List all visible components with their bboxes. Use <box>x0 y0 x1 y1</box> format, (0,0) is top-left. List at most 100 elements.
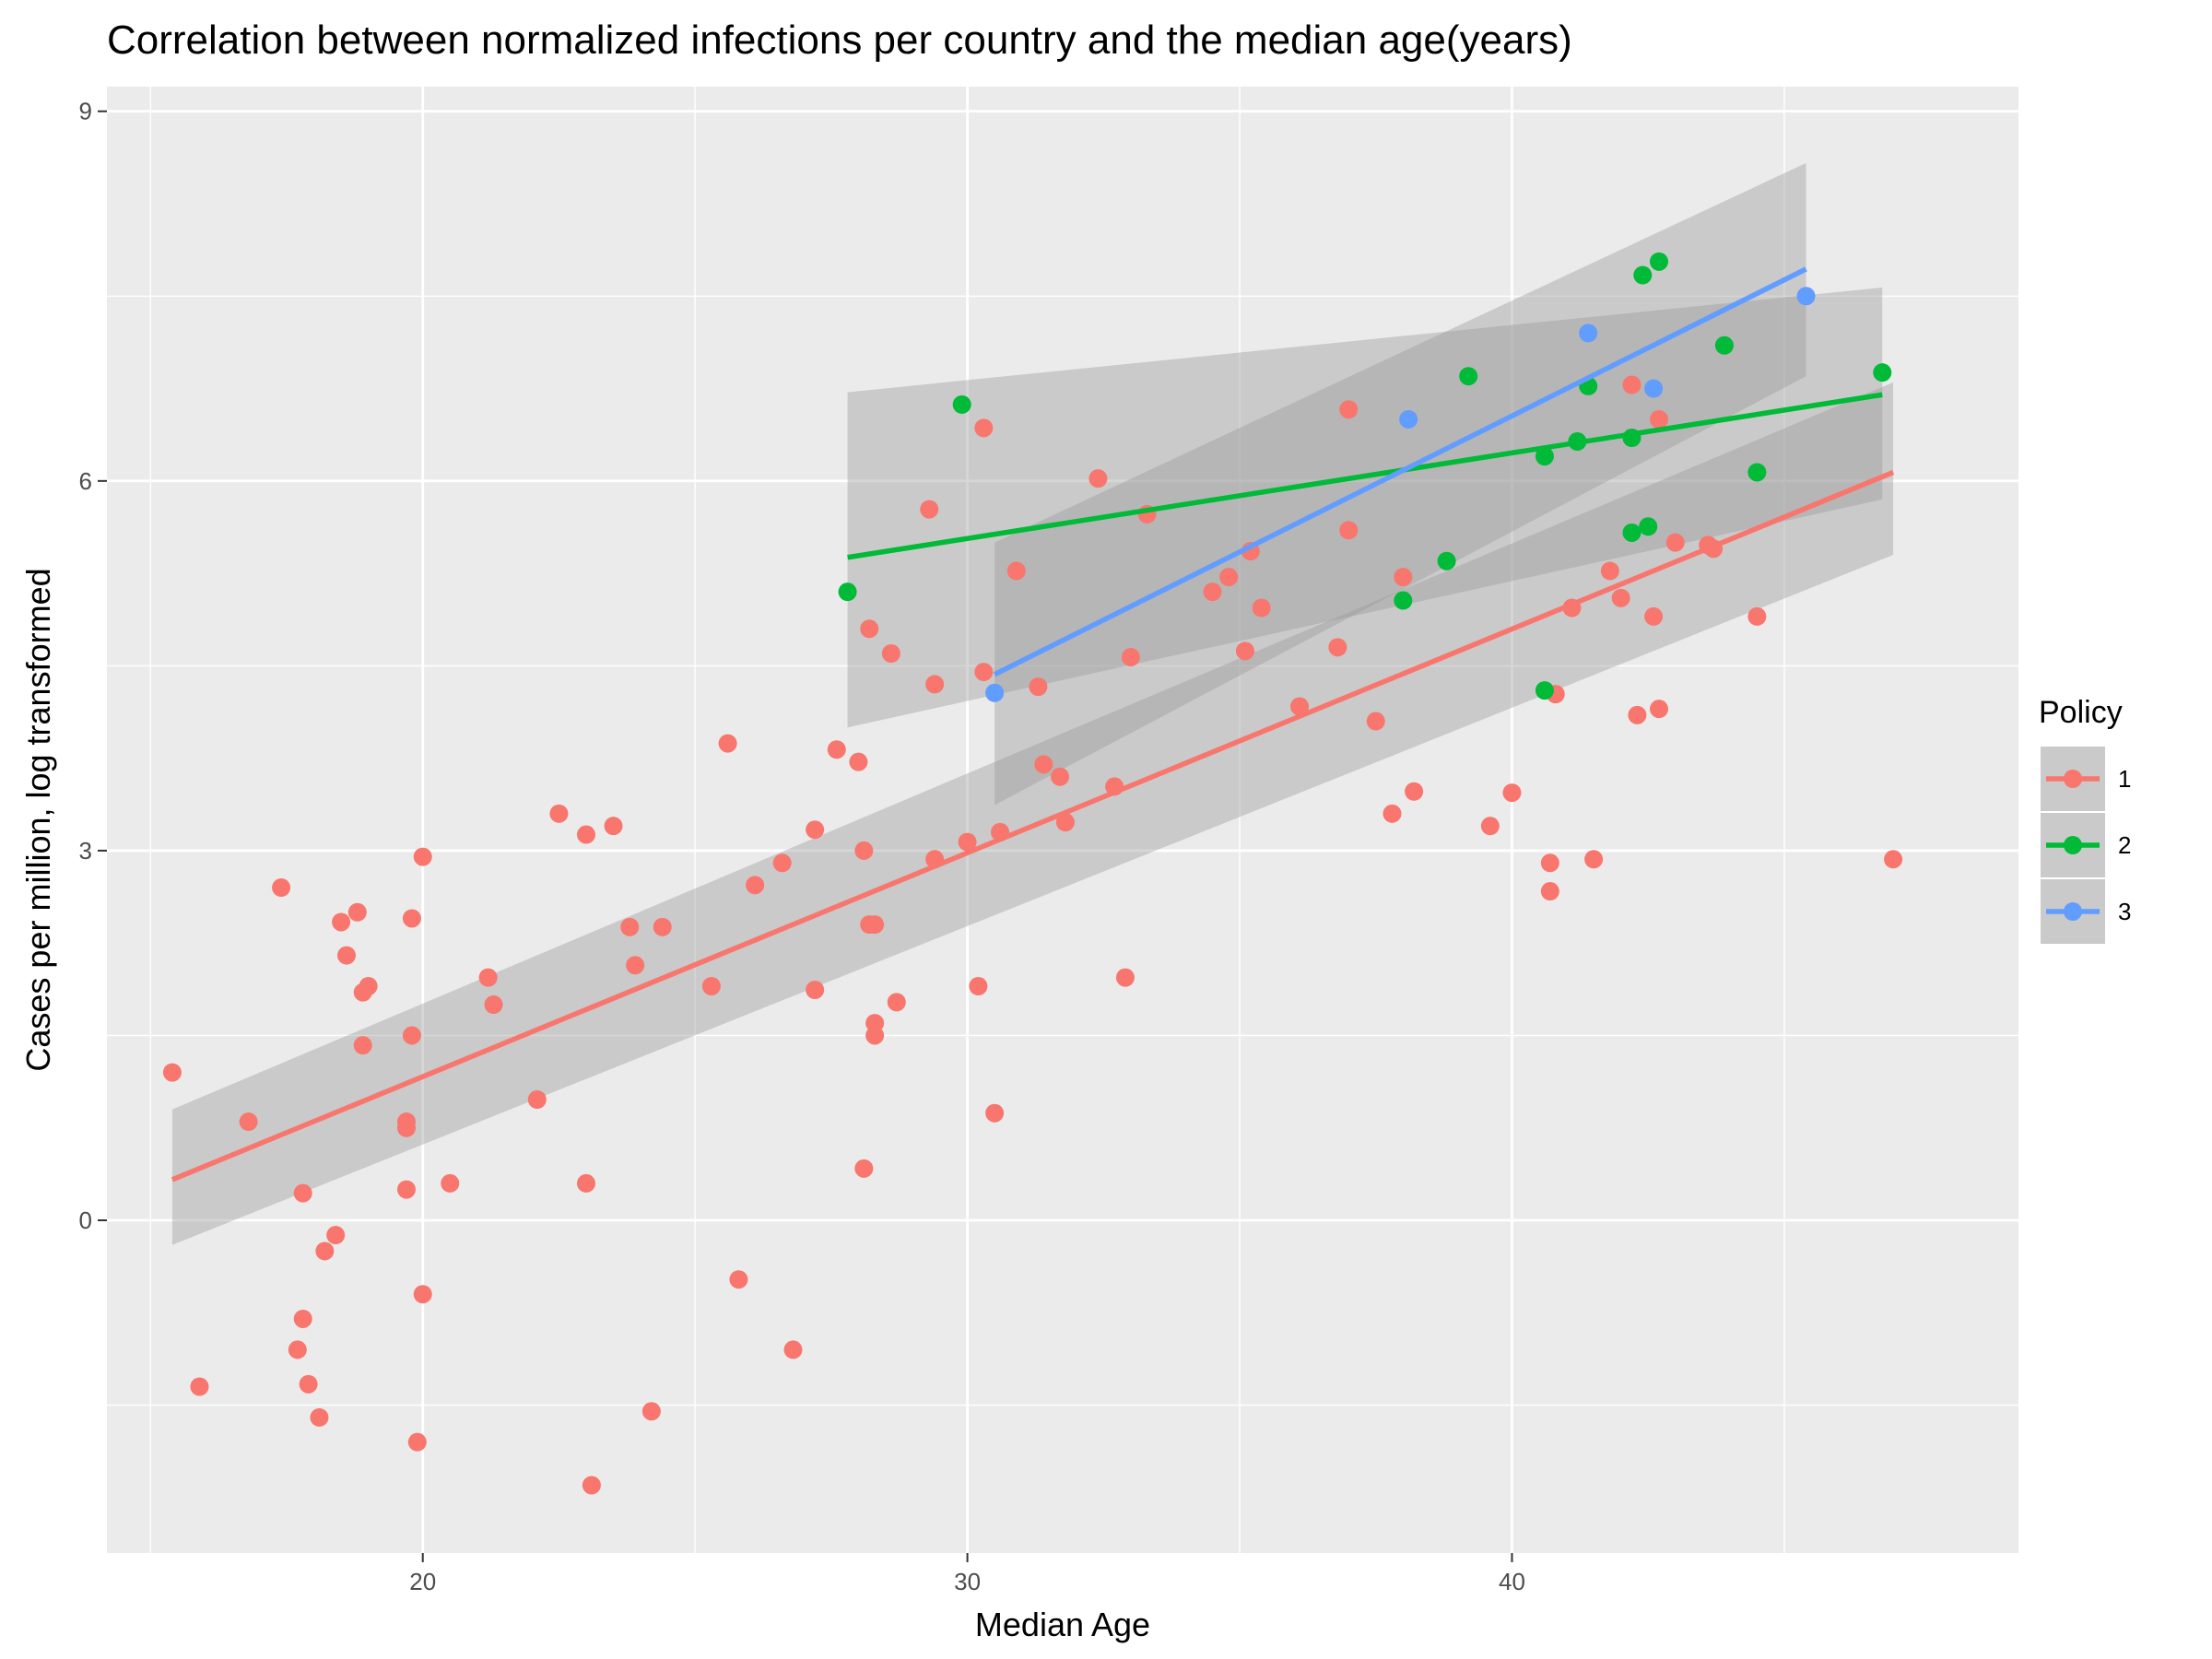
minor-gridlines <box>107 87 2018 1553</box>
regression-line-series-1 <box>171 469 1895 1182</box>
data-point-series-1 <box>746 876 765 895</box>
legend-key-point-3 <box>2064 902 2082 921</box>
data-point-series-1 <box>1252 598 1271 618</box>
data-point-series-1 <box>1394 568 1413 587</box>
data-point-series-1 <box>162 1063 182 1082</box>
confidence-ribbon-series-3 <box>994 162 1806 806</box>
data-point-series-1 <box>920 500 939 519</box>
data-point-series-1 <box>1121 648 1140 667</box>
data-point-series-1 <box>478 968 498 987</box>
data-point-series-1 <box>1051 767 1070 786</box>
data-point-series-1 <box>1502 783 1522 803</box>
data-point-series-1 <box>1584 850 1604 869</box>
data-point-series-1 <box>299 1374 318 1394</box>
regression-line-series-3 <box>993 266 1807 677</box>
axes: 20 30 40 0 3 6 9 <box>79 98 1525 1595</box>
data-point-series-1 <box>1290 697 1310 716</box>
data-point-series-1 <box>527 1089 547 1109</box>
data-point-series-1 <box>353 1036 372 1055</box>
data-point-series-1 <box>925 675 945 694</box>
data-point-series-2 <box>1650 252 1669 271</box>
data-point-series-1 <box>958 832 977 852</box>
data-point-series-1 <box>860 619 879 639</box>
data-point-series-2 <box>1437 551 1456 571</box>
data-point-series-2 <box>1535 447 1554 466</box>
data-point-series-1 <box>1034 755 1053 774</box>
data-point-series-1 <box>413 847 432 866</box>
data-point-series-1 <box>549 804 569 823</box>
data-point-series-3 <box>1579 324 1598 343</box>
data-point-series-1 <box>441 1173 460 1193</box>
data-point-series-1 <box>1747 606 1767 626</box>
legend-label-3: 3 <box>2118 898 2131 925</box>
data-point-series-1 <box>1382 804 1402 823</box>
data-point-series-1 <box>413 1285 432 1304</box>
legend-label-1: 1 <box>2118 765 2131 793</box>
data-point-series-1 <box>1628 705 1647 724</box>
data-point-series-2 <box>1639 517 1658 536</box>
y-axis-title: Cases per million, log transformed <box>19 568 57 1071</box>
data-point-series-2 <box>1535 681 1554 700</box>
y-tick-label: 6 <box>79 467 92 495</box>
data-point-series-1 <box>1611 588 1630 607</box>
data-point-series-1 <box>1480 817 1500 836</box>
data-point-series-1 <box>484 995 503 1015</box>
y-tick-label: 3 <box>79 837 92 865</box>
data-point-series-2 <box>1714 335 1734 355</box>
data-point-series-1 <box>783 1340 803 1359</box>
data-point-series-1 <box>653 917 672 936</box>
data-point-series-1 <box>576 1173 595 1193</box>
regression-line-series-2 <box>847 392 1883 560</box>
data-point-series-1 <box>641 1402 661 1421</box>
data-point-series-3 <box>985 683 1005 702</box>
data-point-series-1 <box>407 1432 427 1452</box>
data-point-series-1 <box>626 956 645 975</box>
data-point-series-1 <box>1622 375 1641 394</box>
x-tick-label: 30 <box>954 1568 981 1595</box>
data-point-series-2 <box>1459 367 1478 386</box>
data-point-series-1 <box>701 976 721 995</box>
data-point-series-1 <box>1540 853 1559 873</box>
data-point-series-1 <box>1540 882 1559 901</box>
data-point-series-1 <box>604 817 623 836</box>
regression-lines <box>171 266 1895 1182</box>
data-point-series-1 <box>854 841 874 860</box>
chart-title: Correlation between normalized infection… <box>107 18 1572 63</box>
data-point-series-1 <box>1055 813 1075 832</box>
data-point-series-1 <box>288 1340 307 1359</box>
data-point-series-2 <box>952 394 971 414</box>
major-gridlines <box>107 87 2018 1553</box>
data-point-series-1 <box>190 1377 209 1396</box>
data-point-series-1 <box>865 915 885 935</box>
data-point-series-1 <box>1884 850 1903 869</box>
data-point-series-2 <box>1873 363 1892 382</box>
data-point-series-1 <box>974 418 994 438</box>
data-point-series-2 <box>1747 463 1767 482</box>
data-point-series-1 <box>1219 568 1239 587</box>
data-point-series-1 <box>1235 641 1254 661</box>
data-point-series-1 <box>854 1159 874 1178</box>
data-point-series-1 <box>1665 533 1685 552</box>
data-point-series-1 <box>1203 582 1222 602</box>
data-point-series-1 <box>1339 400 1359 419</box>
legend-key-point-1 <box>2064 770 2082 788</box>
data-point-series-1 <box>332 912 351 932</box>
data-point-series-1 <box>315 1241 335 1261</box>
data-point-series-1 <box>402 1026 421 1045</box>
data-point-series-1 <box>336 946 356 965</box>
data-point-series-1 <box>1088 469 1108 488</box>
data-point-series-1 <box>1644 606 1664 626</box>
data-point-series-1 <box>396 1180 416 1199</box>
data-point-series-1 <box>310 1407 329 1427</box>
data-point-series-1 <box>620 917 640 936</box>
data-point-series-1 <box>729 1270 748 1289</box>
data-point-series-1 <box>985 1103 1005 1123</box>
data-point-series-1 <box>582 1476 601 1495</box>
data-point-series-1 <box>974 663 994 682</box>
x-tick-label: 20 <box>409 1568 436 1595</box>
y-tick-label: 9 <box>79 98 92 125</box>
data-point-series-2 <box>1622 523 1641 542</box>
data-point-series-1 <box>293 1183 312 1203</box>
data-point-series-1 <box>396 1118 416 1137</box>
legend-title: Policy <box>2039 695 2123 730</box>
